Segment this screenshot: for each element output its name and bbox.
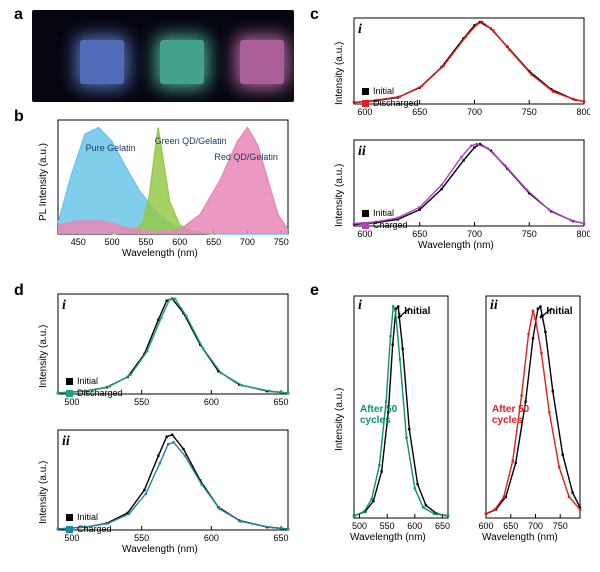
panel-a-photo xyxy=(32,10,294,102)
svg-text:650: 650 xyxy=(412,107,427,117)
svg-text:800: 800 xyxy=(576,107,590,117)
svg-text:750: 750 xyxy=(274,237,289,247)
svg-text:550: 550 xyxy=(380,521,395,531)
svg-text:750: 750 xyxy=(522,229,537,239)
svg-text:450: 450 xyxy=(71,237,86,247)
svg-text:750: 750 xyxy=(522,107,537,117)
legend-panel-d-i-1: Discharged xyxy=(66,388,123,398)
uv-sample-0 xyxy=(80,40,124,84)
svg-text:650: 650 xyxy=(412,229,427,239)
svg-text:650: 650 xyxy=(274,533,289,543)
svg-text:700: 700 xyxy=(528,521,543,531)
svg-text:500: 500 xyxy=(64,533,79,543)
svg-text:550: 550 xyxy=(134,397,149,407)
svg-text:700: 700 xyxy=(467,107,482,117)
svg-text:500: 500 xyxy=(64,397,79,407)
panel-d-i: 500 550 600 650 xyxy=(30,288,294,418)
svg-text:500: 500 xyxy=(352,521,367,531)
svg-text:700: 700 xyxy=(240,237,255,247)
legend-panel-d-i-0: Initial xyxy=(66,376,98,386)
svg-text:600: 600 xyxy=(204,533,219,543)
svg-text:600: 600 xyxy=(357,229,372,239)
svg-text:750: 750 xyxy=(553,521,568,531)
figure-root: ab450500550600650700750Wavelength (nm)PL… xyxy=(0,0,600,572)
svg-text:550: 550 xyxy=(134,533,149,543)
legend-panel-c-ii-1: Charged xyxy=(362,220,408,230)
after-label-i: After 50 cycles xyxy=(360,404,410,426)
uv-sample-2 xyxy=(240,40,284,84)
legend-panel-c-i-1: Discharged xyxy=(362,98,419,108)
legend-panel-c-i-0: Initial xyxy=(362,86,394,96)
legend-panel-d-ii-1: Charged xyxy=(66,524,112,534)
svg-text:650: 650 xyxy=(206,237,221,247)
svg-text:600: 600 xyxy=(407,521,422,531)
svg-text:650: 650 xyxy=(435,521,450,531)
panel-c-i: 600 650 700 750 800 xyxy=(326,12,590,128)
svg-text:650: 650 xyxy=(503,521,518,531)
after-label-ii: After 50 cycles xyxy=(492,404,542,426)
svg-text:550: 550 xyxy=(138,237,153,247)
svg-text:600: 600 xyxy=(478,521,493,531)
svg-text:800: 800 xyxy=(576,229,590,239)
svg-text:600: 600 xyxy=(172,237,187,247)
svg-text:500: 500 xyxy=(105,237,120,247)
legend-panel-c-ii-0: Initial xyxy=(362,208,394,218)
uv-sample-1 xyxy=(160,40,204,84)
svg-text:700: 700 xyxy=(467,229,482,239)
svg-text:600: 600 xyxy=(357,107,372,117)
svg-text:600: 600 xyxy=(204,397,219,407)
svg-text:650: 650 xyxy=(274,397,289,407)
legend-panel-d-ii-0: Initial xyxy=(66,512,98,522)
